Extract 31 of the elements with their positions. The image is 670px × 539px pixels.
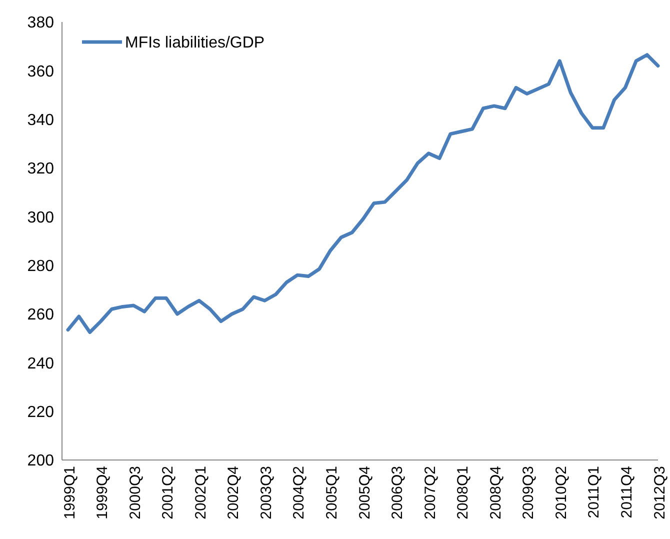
- x-tick-label: 2009Q3: [520, 466, 538, 520]
- y-tick-label: 280: [27, 258, 54, 275]
- x-tick-label: 2011Q1: [586, 466, 603, 518]
- x-tick-label: 2007Q2: [422, 466, 439, 520]
- line-series: [66, 53, 660, 334]
- y-tick-label: 200: [27, 452, 54, 470]
- x-tick-label: 2011Q4: [618, 466, 636, 518]
- x-tick-label: 2004Q2: [290, 466, 308, 520]
- legend-label: MFIs liabilities/GDP: [125, 34, 265, 52]
- y-tick-label: 320: [27, 160, 54, 178]
- x-tick-label: 2000Q3: [126, 466, 144, 520]
- x-tick-label: 2010Q2: [552, 466, 570, 520]
- y-tick-label: 220: [27, 404, 54, 421]
- y-tick-label: 360: [27, 63, 54, 80]
- y-tick-label: 300: [27, 209, 54, 226]
- x-tick-label: 2008Q1: [454, 466, 472, 520]
- x-tick-label: 2008Q4: [487, 466, 504, 520]
- x-tick-label: 2005Q1: [323, 466, 340, 520]
- x-tick-label: 1999Q1: [61, 466, 78, 520]
- x-tick-label: 2006Q3: [389, 466, 406, 520]
- x-tick-label: 2003Q3: [258, 466, 275, 520]
- x-tick-label: 2002Q4: [225, 466, 242, 520]
- y-tick-label: 380: [27, 14, 54, 32]
- x-tick-label: 2012Q3: [651, 466, 668, 520]
- y-tick-label: 260: [27, 306, 54, 324]
- y-tick-label: 340: [27, 112, 54, 129]
- x-tick-label: 1999Q4: [94, 466, 112, 520]
- x-tick-label: 2005Q4: [356, 466, 374, 520]
- y-tick-label: 240: [27, 355, 54, 372]
- x-tick-label: 2002Q1: [192, 466, 210, 520]
- x-tick-label: 2001Q2: [160, 466, 177, 520]
